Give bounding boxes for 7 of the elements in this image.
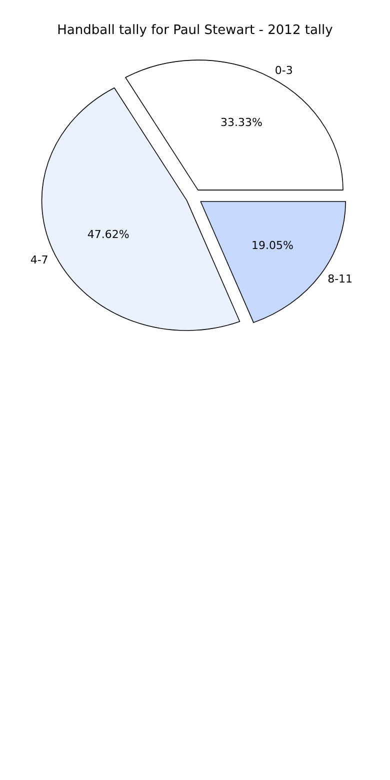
data-label: 47.62% [87, 228, 130, 241]
slice-label: 4-7 [30, 254, 48, 267]
chart-title: Handball tally for Paul Stewart - 2012 tally [57, 23, 334, 38]
slice-label: 8-11 [328, 272, 353, 286]
data-label: 19.05% [252, 238, 294, 252]
data-label: 33.33% [220, 116, 262, 130]
slice-label: 0-3 [274, 64, 293, 78]
